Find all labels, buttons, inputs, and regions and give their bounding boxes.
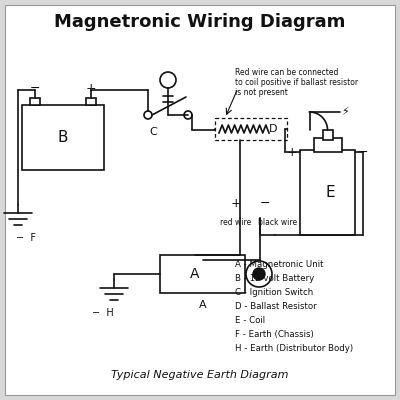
Bar (314, 138, 342, 152)
Text: to coil positive if ballast resistor: to coil positive if ballast resistor (235, 78, 358, 87)
Text: +: + (287, 146, 297, 158)
Text: ⚡: ⚡ (341, 107, 348, 117)
Text: B: B (58, 130, 68, 145)
Text: is not present: is not present (235, 88, 288, 97)
Bar (322, 130, 332, 140)
Bar (215, 118, 287, 140)
Circle shape (144, 111, 152, 119)
Circle shape (160, 72, 176, 88)
Text: F - Earth (Chassis): F - Earth (Chassis) (235, 330, 314, 339)
Text: D: D (269, 124, 277, 134)
Text: −  H: − H (92, 308, 114, 318)
Circle shape (253, 268, 265, 280)
Circle shape (184, 111, 192, 119)
Text: A: A (199, 300, 206, 310)
Text: Magnetronic Wiring Diagram: Magnetronic Wiring Diagram (54, 13, 346, 31)
Bar (160, 255, 245, 293)
Bar (86, 98, 96, 105)
Text: black wire: black wire (258, 218, 298, 227)
Text: D - Ballast Resistor: D - Ballast Resistor (235, 302, 317, 311)
Circle shape (246, 261, 272, 287)
Text: C - Ignition Switch: C - Ignition Switch (235, 288, 313, 297)
Text: −: − (30, 82, 40, 95)
Text: +: + (86, 82, 96, 95)
Text: +: + (231, 197, 241, 210)
Text: A: A (190, 267, 199, 281)
Text: E - Coil: E - Coil (235, 316, 265, 325)
Text: A - Magnetronic Unit: A - Magnetronic Unit (235, 260, 324, 269)
Bar (30, 98, 40, 105)
Text: Typical Negative Earth Diagram: Typical Negative Earth Diagram (111, 370, 289, 380)
Text: −: − (358, 146, 368, 158)
Text: Red wire can be connected: Red wire can be connected (235, 68, 338, 77)
Bar (22, 105, 104, 170)
Text: C: C (149, 127, 157, 137)
Text: −: − (260, 197, 270, 210)
Text: E: E (326, 185, 335, 200)
Text: B - 12 volt Battery: B - 12 volt Battery (235, 274, 314, 283)
Text: −  F: − F (16, 233, 36, 243)
Text: red wire: red wire (220, 218, 252, 227)
Text: H - Earth (Distributor Body): H - Earth (Distributor Body) (235, 344, 353, 353)
Bar (300, 150, 355, 235)
